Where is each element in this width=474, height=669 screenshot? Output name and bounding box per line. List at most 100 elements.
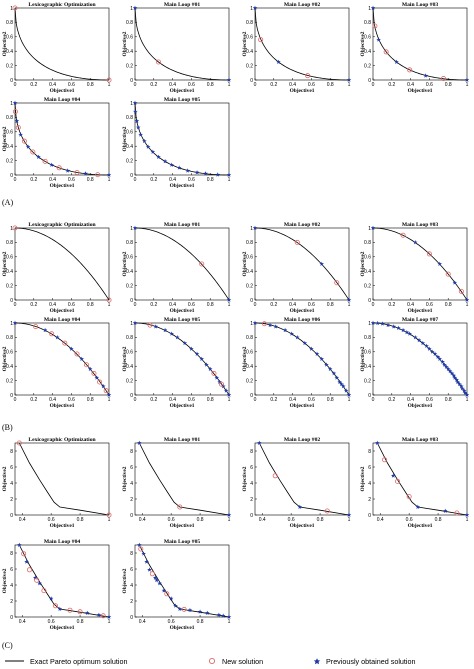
previous-solution-point	[416, 337, 422, 343]
y-tick-label: 0	[250, 298, 253, 304]
previous-solution-point	[87, 366, 93, 372]
y-tick-label: 1	[250, 321, 253, 327]
previous-solution-point	[297, 504, 303, 509]
y-tick-label: 0	[130, 173, 133, 179]
previous-solution-point	[96, 612, 102, 617]
x-tick-label: 0.8	[327, 397, 334, 403]
x-tick-label: 1	[108, 517, 111, 523]
x-tick-label: 1	[466, 517, 469, 523]
panel-title: Main Loop #04	[44, 97, 81, 103]
y-tick-label: 0	[10, 173, 13, 179]
x-tick-label: 0.2	[150, 302, 157, 308]
x-tick-label: 0.2	[30, 177, 37, 183]
previous-solution-point	[226, 392, 232, 397]
x-tick-label: 0.6	[168, 619, 175, 625]
y-tick-label: 0.4	[6, 269, 13, 275]
x-tick-label: 1	[228, 302, 231, 308]
x-tick-label: 0.4	[289, 397, 296, 403]
y-tick-label: 1	[368, 6, 371, 12]
previous-solution-point	[464, 297, 470, 302]
previous-solution-point	[150, 149, 156, 154]
x-tick-label: 0.6	[426, 397, 433, 403]
previous-solution-point	[442, 362, 447, 367]
x-tick-label: 0	[134, 82, 137, 88]
previous-solution-point	[199, 356, 205, 361]
new-solution-point	[305, 73, 311, 79]
y-tick-label: 0	[130, 298, 133, 304]
y-tick-label: 2	[130, 599, 133, 605]
x-tick-label: 0.6	[188, 302, 195, 308]
y-tick-label: 0.6	[364, 35, 371, 41]
previous-solution-point	[420, 340, 426, 346]
x-axis-label: Objective1	[170, 183, 195, 189]
axes-frame	[134, 544, 230, 618]
x-tick-label: 0.4	[49, 302, 56, 308]
y-tick-label: 0	[10, 393, 13, 399]
y-tick-label: 0.6	[246, 255, 253, 261]
y-tick-label: 0.6	[6, 255, 13, 261]
previous-solution-point	[252, 5, 258, 10]
previous-solution-point	[464, 77, 470, 82]
previous-solution-point	[168, 596, 174, 601]
previous-solution-point	[346, 392, 352, 397]
y-tick-label: 6	[130, 465, 133, 471]
previous-solution-point	[161, 588, 167, 593]
previous-solution-point	[464, 392, 470, 397]
y-axis-label: Objective2	[122, 346, 128, 371]
x-tick-label: 1	[108, 82, 111, 88]
previous-solution-point	[85, 610, 90, 615]
x-tick-label: 0.8	[197, 619, 204, 625]
legend-label-exact: Exact Pareto optimum solution	[30, 657, 127, 666]
y-tick-label: 4	[10, 583, 13, 589]
previous-solution-point	[435, 354, 441, 359]
x-tick-label: 0.6	[68, 177, 75, 183]
pareto-curve	[254, 227, 350, 301]
previous-solution-point	[226, 297, 232, 302]
pareto-curve	[372, 227, 468, 301]
axes-frame	[372, 227, 468, 301]
x-tick-label: 0.2	[30, 302, 37, 308]
y-tick-label: 0.6	[246, 35, 253, 41]
new-solution-point	[106, 297, 112, 303]
previous-solution-point	[37, 581, 42, 586]
legend-label-new: New solution	[222, 657, 263, 666]
y-tick-label: 6	[368, 465, 371, 471]
previous-solution-point	[141, 551, 146, 556]
plot-panel: Main Loop #05 0 0.2 0.4 0.6 0.8 1 0 0.2 0.4 0.6 0.8…	[122, 97, 232, 189]
previous-solution-point	[380, 321, 385, 326]
panel-title: Main Loop #02	[284, 222, 321, 228]
x-tick-label: 0.4	[19, 517, 26, 523]
previous-solution-point	[334, 375, 340, 380]
x-axis-label: Objective1	[290, 308, 315, 314]
axes-frame	[254, 322, 350, 396]
y-tick-label: 0	[368, 393, 371, 399]
new-solution-point	[382, 457, 388, 463]
previous-solution-point	[309, 346, 314, 351]
y-tick-label: 4	[130, 583, 133, 589]
previous-solution-point	[101, 383, 106, 389]
previous-solution-point	[133, 109, 138, 114]
x-tick-label: 1	[348, 397, 351, 403]
pareto-curve	[254, 7, 349, 81]
previous-solution-point	[454, 377, 459, 382]
previous-solution-point	[132, 225, 138, 230]
previous-solution-point	[207, 366, 213, 372]
previous-solution-point	[375, 320, 380, 326]
new-solution-point	[67, 607, 73, 613]
x-tick-label: 0.8	[207, 82, 214, 88]
new-solution-point	[33, 324, 39, 330]
y-tick-label: 0.4	[6, 364, 13, 370]
previous-solution-point	[175, 335, 180, 340]
previous-solution-point	[376, 37, 381, 42]
x-tick-label: 1	[466, 82, 469, 88]
pareto-curve	[14, 102, 109, 176]
legend: Exact Pareto optimum solution New soluti…	[5, 657, 416, 666]
axes-frame	[14, 227, 110, 301]
previous-solution-point	[370, 5, 376, 10]
x-tick-label: 0.4	[289, 302, 296, 308]
y-tick-label: 0	[250, 513, 253, 519]
axes-frame	[254, 227, 350, 301]
plot-panel: Lexicographic Optimization 0 0.2 0.4 0.6 0.8 1…	[2, 2, 112, 94]
x-tick-label: 0.6	[308, 397, 315, 403]
previous-solution-point	[319, 261, 325, 266]
